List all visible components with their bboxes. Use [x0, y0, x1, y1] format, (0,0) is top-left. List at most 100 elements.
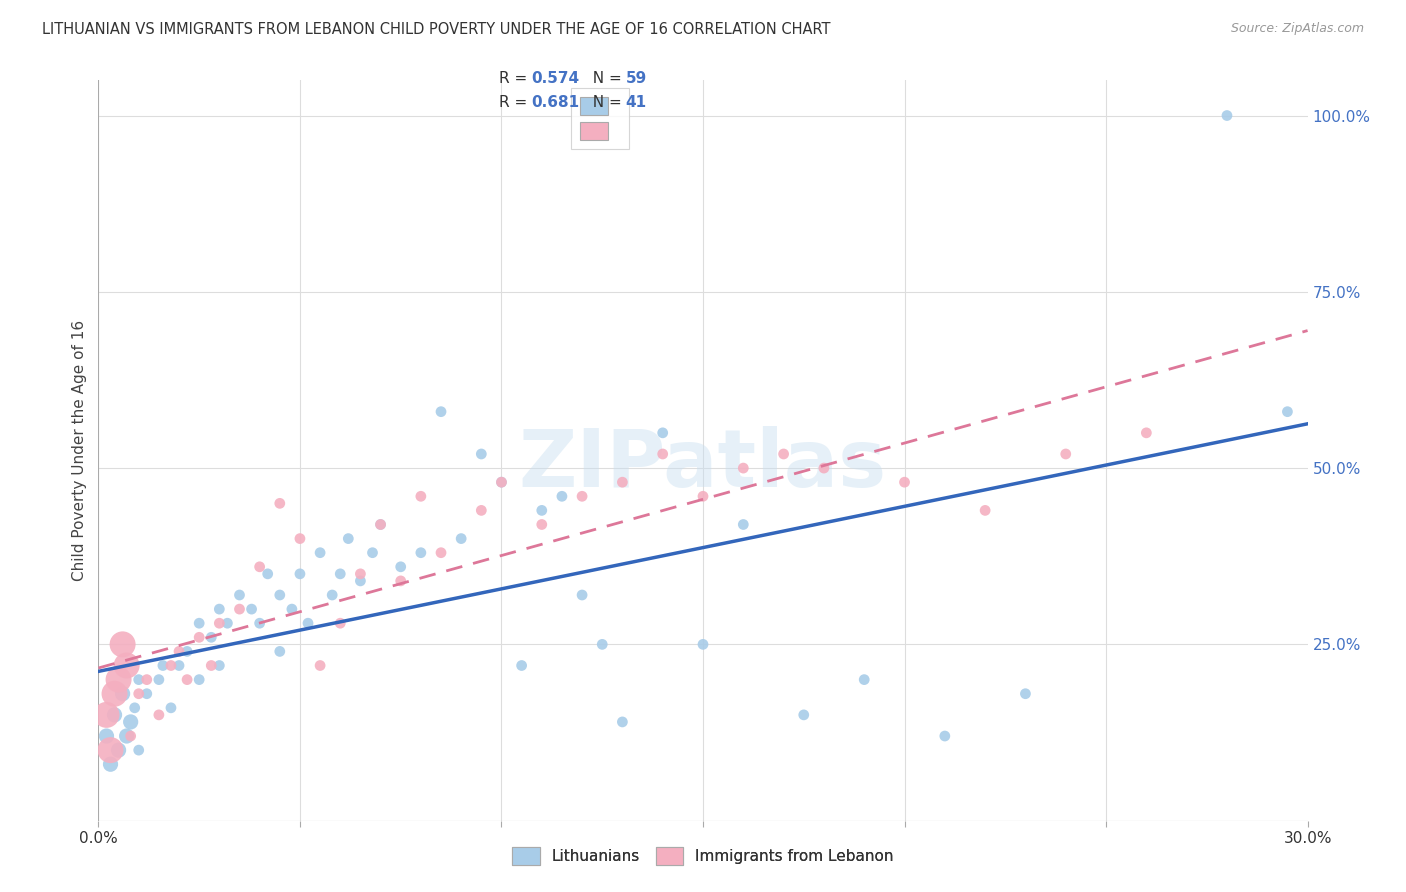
Point — [107, 673, 129, 687]
Point — [813, 461, 835, 475]
Point — [321, 588, 343, 602]
Point — [309, 546, 332, 560]
Point — [103, 707, 125, 722]
Point — [103, 687, 125, 701]
Point — [491, 475, 513, 490]
Point — [128, 673, 150, 687]
Point — [1054, 447, 1077, 461]
Legend: Lithuanians, Immigrants from Lebanon: Lithuanians, Immigrants from Lebanon — [505, 839, 901, 872]
Text: 0.574: 0.574 — [531, 71, 579, 87]
Point — [430, 546, 453, 560]
Point — [651, 425, 673, 440]
Point — [974, 503, 997, 517]
Point — [107, 743, 129, 757]
Point — [128, 743, 150, 757]
Point — [152, 658, 174, 673]
Point — [470, 503, 492, 517]
Point — [450, 532, 472, 546]
Point — [96, 729, 118, 743]
Point — [510, 658, 533, 673]
Point — [249, 616, 271, 631]
Point — [772, 447, 794, 461]
Point — [100, 757, 122, 772]
Point — [188, 616, 211, 631]
Point — [128, 687, 150, 701]
Point — [361, 546, 384, 560]
Point — [120, 714, 142, 729]
Point — [188, 630, 211, 644]
Point — [853, 673, 876, 687]
Point — [470, 447, 492, 461]
Point — [409, 489, 432, 503]
Point — [208, 602, 231, 616]
Point — [135, 687, 157, 701]
Text: Source: ZipAtlas.com: Source: ZipAtlas.com — [1230, 22, 1364, 36]
Y-axis label: Child Poverty Under the Age of 16: Child Poverty Under the Age of 16 — [72, 320, 87, 581]
Point — [200, 658, 222, 673]
Point — [893, 475, 915, 490]
Point — [176, 673, 198, 687]
Text: R =: R = — [499, 71, 533, 87]
Point — [96, 707, 118, 722]
Point — [733, 461, 755, 475]
Point — [256, 566, 278, 581]
Point — [349, 566, 371, 581]
Text: 0.681: 0.681 — [531, 95, 579, 111]
Text: 41: 41 — [626, 95, 647, 111]
Point — [135, 673, 157, 687]
Point — [297, 616, 319, 631]
Point — [269, 588, 291, 602]
Point — [208, 658, 231, 673]
Point — [551, 489, 574, 503]
Point — [793, 707, 815, 722]
Text: 59: 59 — [626, 71, 647, 87]
Point — [349, 574, 371, 588]
Point — [309, 658, 332, 673]
Point — [530, 503, 553, 517]
Point — [329, 616, 352, 631]
Point — [389, 559, 412, 574]
Point — [733, 517, 755, 532]
Point — [281, 602, 304, 616]
Point — [934, 729, 956, 743]
Point — [100, 743, 122, 757]
Point — [571, 489, 593, 503]
Point — [571, 588, 593, 602]
Point — [160, 701, 183, 715]
Point — [228, 602, 250, 616]
Point — [530, 517, 553, 532]
Point — [269, 496, 291, 510]
Point — [1277, 405, 1299, 419]
Point — [651, 447, 673, 461]
Text: N =: N = — [583, 71, 627, 87]
Text: R =: R = — [499, 95, 533, 111]
Point — [591, 637, 613, 651]
Point — [167, 644, 190, 658]
Point — [167, 658, 190, 673]
Point — [124, 701, 146, 715]
Point — [491, 475, 513, 490]
Point — [430, 405, 453, 419]
Point — [370, 517, 392, 532]
Point — [337, 532, 360, 546]
Point — [288, 566, 311, 581]
Point — [120, 729, 142, 743]
Point — [612, 714, 634, 729]
Point — [612, 475, 634, 490]
Point — [208, 616, 231, 631]
Point — [370, 517, 392, 532]
Point — [409, 546, 432, 560]
Point — [200, 630, 222, 644]
Point — [269, 644, 291, 658]
Point — [288, 532, 311, 546]
Point — [329, 566, 352, 581]
Point — [1135, 425, 1157, 440]
Point — [160, 658, 183, 673]
Point — [111, 687, 134, 701]
Point — [148, 707, 170, 722]
Point — [389, 574, 412, 588]
Point — [176, 644, 198, 658]
Point — [148, 673, 170, 687]
Point — [111, 637, 134, 651]
Text: N =: N = — [583, 95, 627, 111]
